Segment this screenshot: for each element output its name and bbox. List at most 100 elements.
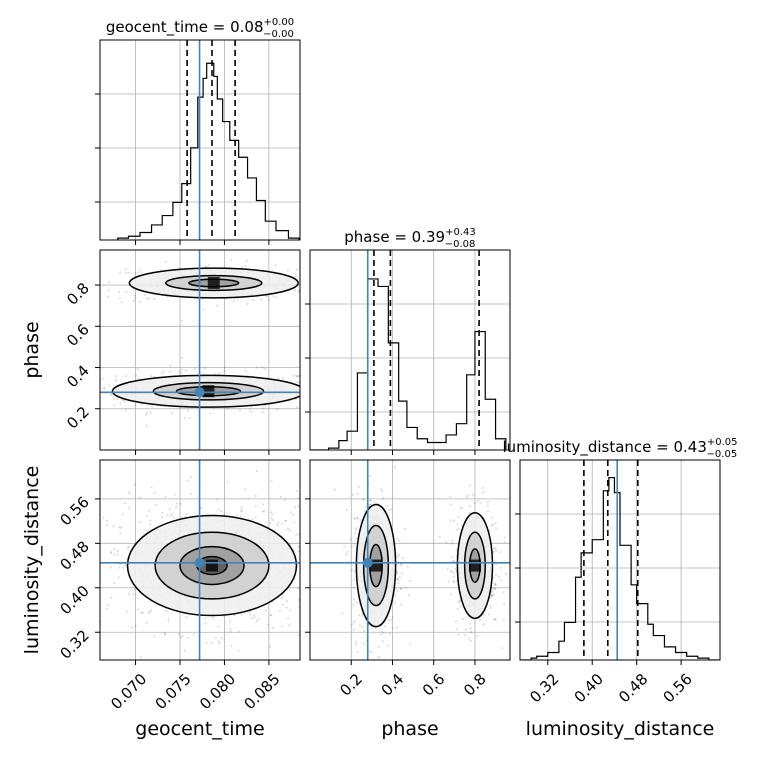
- sample-point: [84, 281, 86, 283]
- sample-point: [514, 597, 516, 599]
- sample-point: [174, 493, 177, 496]
- title-sub: −0.00: [263, 29, 294, 40]
- sample-point: [118, 563, 122, 566]
- sample-point: [88, 409, 90, 411]
- sample-point: [394, 465, 397, 469]
- sample-point: [254, 505, 257, 508]
- sample-point: [328, 578, 330, 580]
- sample-point: [296, 405, 299, 409]
- sample-point: [333, 382, 335, 384]
- sample-point: [281, 377, 285, 380]
- sample-point: [377, 645, 381, 648]
- sample-point: [454, 620, 457, 623]
- sample-point: [185, 616, 188, 619]
- sample-point: [345, 553, 348, 556]
- sample-point: [449, 593, 452, 596]
- sample-point: [269, 613, 272, 617]
- sample-point: [168, 507, 172, 510]
- sample-point: [362, 642, 365, 645]
- title-sub: −0.08: [445, 239, 476, 250]
- sample-point: [87, 574, 89, 576]
- sample-point: [292, 374, 295, 377]
- sample-point: [295, 374, 298, 378]
- sample-point: [486, 510, 490, 513]
- sample-point: [459, 605, 462, 608]
- sample-point: [381, 490, 384, 493]
- sample-point: [476, 499, 480, 502]
- sample-point: [163, 631, 166, 635]
- sample-point: [465, 495, 468, 498]
- sample-point: [276, 524, 279, 527]
- sample-point: [220, 509, 223, 513]
- sample-point: [179, 502, 182, 505]
- sample-point: [353, 516, 356, 519]
- sample-point: [150, 405, 154, 408]
- sample-point: [455, 528, 458, 531]
- sample-point: [221, 636, 224, 640]
- density-peak: [207, 276, 220, 289]
- sample-point: [295, 268, 298, 271]
- title-sup: +0.00: [264, 17, 295, 28]
- x-axis-label: luminosity_distance: [526, 718, 715, 740]
- sample-point: [134, 272, 137, 275]
- sample-point: [226, 480, 229, 483]
- sample-point: [473, 501, 476, 504]
- sample-point: [250, 410, 253, 413]
- sample-point: [124, 268, 127, 271]
- sample-point: [362, 498, 365, 502]
- sample-point: [116, 398, 119, 401]
- sample-point: [33, 388, 35, 390]
- y-tick-label: 0.56: [56, 493, 92, 529]
- sample-point: [274, 263, 277, 267]
- truth-marker: [194, 387, 205, 398]
- sample-point: [388, 632, 391, 636]
- sample-point: [137, 271, 140, 274]
- sample-point: [106, 519, 109, 522]
- sample-point: [497, 576, 500, 579]
- sample-point: [297, 505, 300, 508]
- sample-point: [438, 535, 441, 538]
- sample-point: [452, 559, 455, 562]
- sample-point: [134, 624, 137, 627]
- sample-point: [467, 494, 470, 497]
- sample-point: [503, 540, 507, 543]
- sample-point: [314, 552, 316, 554]
- sample-point: [106, 523, 109, 526]
- histogram-step: [117, 62, 300, 240]
- sample-point: [297, 545, 300, 548]
- sample-point: [200, 507, 203, 510]
- sample-point: [453, 571, 456, 574]
- sample-point: [169, 514, 172, 518]
- sample-point: [389, 618, 393, 622]
- sample-point: [276, 408, 279, 411]
- sample-point: [362, 497, 365, 501]
- y-axis-label: phase: [21, 321, 43, 378]
- sample-point: [93, 288, 95, 290]
- sample-point: [84, 396, 86, 398]
- sample-point: [172, 516, 175, 519]
- sample-point: [395, 571, 398, 574]
- panel-content: [310, 250, 507, 450]
- sample-point: [488, 613, 491, 616]
- sample-point: [204, 622, 207, 625]
- sample-point: [492, 547, 496, 550]
- sample-point: [127, 593, 131, 596]
- sample-point: [397, 555, 400, 558]
- sample-point: [240, 613, 243, 616]
- sample-point: [482, 623, 485, 626]
- sample-point: [87, 394, 89, 396]
- sample-point: [475, 634, 479, 637]
- sample-point: [125, 610, 128, 613]
- sample-point: [308, 554, 310, 556]
- sample-point: [334, 552, 336, 554]
- sample-point: [262, 407, 265, 410]
- sample-point: [250, 405, 253, 409]
- sample-point: [216, 304, 219, 307]
- sample-point: [314, 610, 316, 612]
- sample-point: [369, 498, 372, 502]
- sample-point: [302, 602, 304, 604]
- sample-point: [95, 581, 97, 583]
- sample-point: [356, 650, 359, 653]
- sample-point: [169, 364, 172, 367]
- sample-point: [117, 576, 120, 579]
